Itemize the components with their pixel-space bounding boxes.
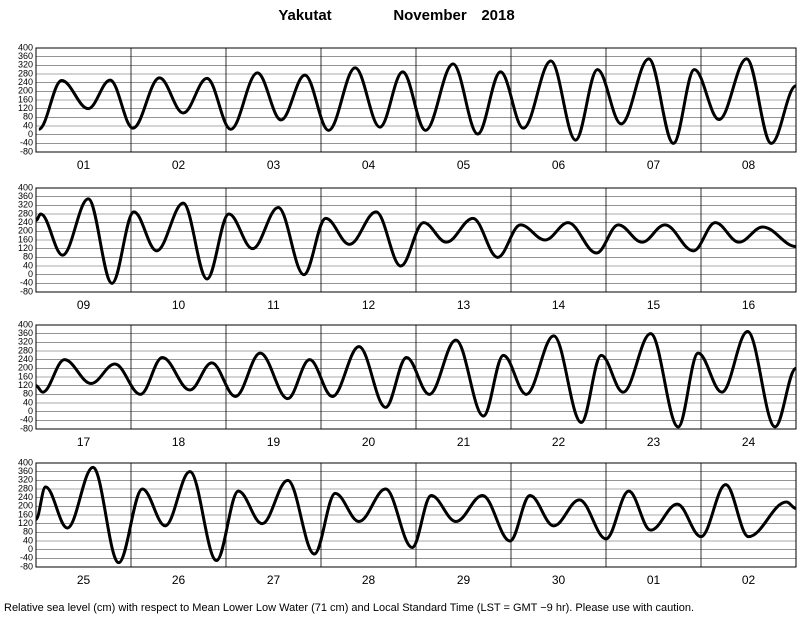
day-label: 23 [647, 435, 661, 449]
day-label: 03 [267, 158, 281, 172]
y-tick-label: 160 [18, 371, 33, 381]
y-tick-label: 40 [23, 535, 33, 545]
footnote: Relative sea level (cm) with respect to … [4, 602, 694, 614]
y-tick-label: 120 [18, 243, 33, 253]
y-tick-label: -80 [20, 561, 33, 571]
day-label: 27 [267, 573, 281, 587]
y-tick-label: 320 [18, 475, 33, 485]
tide-line [38, 57, 797, 145]
day-label: 16 [742, 298, 756, 312]
month-title: November [393, 7, 467, 24]
y-tick-label: 280 [18, 68, 33, 78]
y-tick-label: 80 [23, 389, 33, 399]
day-label: 30 [552, 573, 566, 587]
y-tick-label: 40 [23, 397, 33, 407]
day-label: 19 [267, 435, 281, 449]
day-label: 26 [172, 573, 186, 587]
y-tick-label: -40 [20, 553, 33, 563]
y-tick-label: 0 [28, 406, 33, 416]
y-tick-label: 360 [18, 328, 33, 338]
day-label: 22 [552, 435, 566, 449]
y-tick-label: 280 [18, 345, 33, 355]
y-tick-label: 240 [18, 354, 33, 364]
day-label: 11 [267, 298, 280, 312]
day-label: 01 [647, 573, 661, 587]
day-label: 20 [362, 435, 376, 449]
day-label: 10 [172, 298, 186, 312]
y-tick-label: 400 [18, 319, 33, 329]
day-label: 29 [457, 573, 471, 587]
y-tick-label: 400 [18, 42, 33, 52]
y-tick-label: 320 [18, 337, 33, 347]
day-label: 25 [77, 573, 91, 587]
y-tick-label: 160 [18, 94, 33, 104]
y-tick-label: 160 [18, 234, 33, 244]
y-tick-label: 360 [18, 466, 33, 476]
day-label: 06 [552, 158, 566, 172]
y-tick-label: 40 [23, 120, 33, 130]
day-label: 02 [742, 573, 756, 587]
y-tick-label: 200 [18, 501, 33, 511]
day-label: 05 [457, 158, 471, 172]
y-tick-label: -80 [20, 146, 33, 156]
y-tick-label: -40 [20, 138, 33, 148]
y-tick-label: 400 [18, 182, 33, 192]
panel-frame [35, 187, 797, 293]
y-tick-label: 0 [28, 544, 33, 554]
y-tick-label: 240 [18, 492, 33, 502]
y-tick-label: 320 [18, 200, 33, 210]
y-tick-label: -80 [20, 286, 33, 296]
panel-frame [35, 324, 797, 430]
y-tick-label: 400 [18, 457, 33, 467]
y-tick-label: 200 [18, 86, 33, 96]
tide-line [34, 465, 797, 565]
day-label: 04 [362, 158, 376, 172]
day-label: 08 [742, 158, 756, 172]
y-tick-label: -80 [20, 423, 33, 433]
y-tick-label: -40 [20, 415, 33, 425]
day-label: 18 [172, 435, 186, 449]
y-tick-label: 320 [18, 60, 33, 70]
day-label: 12 [362, 298, 376, 312]
day-label: 17 [77, 435, 91, 449]
y-tick-label: 120 [18, 103, 33, 113]
year-title: 2018 [481, 7, 514, 24]
panel-frame [35, 47, 797, 153]
day-label: 01 [77, 158, 91, 172]
y-tick-label: 0 [28, 269, 33, 279]
y-tick-label: -40 [20, 278, 33, 288]
y-tick-label: 240 [18, 217, 33, 227]
day-label: 24 [742, 435, 756, 449]
day-label: 28 [362, 573, 376, 587]
y-tick-label: 80 [23, 252, 33, 262]
tide-line [35, 329, 798, 429]
y-tick-label: 280 [18, 208, 33, 218]
y-tick-label: 240 [18, 77, 33, 87]
day-label: 14 [552, 298, 566, 312]
panel-frame [35, 462, 797, 568]
y-tick-label: 120 [18, 518, 33, 528]
y-tick-label: 160 [18, 509, 33, 519]
station-title: Yakutat [278, 7, 331, 24]
y-tick-label: 200 [18, 363, 33, 373]
y-tick-label: 280 [18, 483, 33, 493]
day-label: 09 [77, 298, 91, 312]
day-label: 07 [647, 158, 661, 172]
y-tick-label: 360 [18, 191, 33, 201]
day-label: 02 [172, 158, 186, 172]
day-label: 15 [647, 298, 661, 312]
day-label: 21 [457, 435, 471, 449]
tide-line [35, 197, 797, 285]
day-label: 13 [457, 298, 471, 312]
y-tick-label: 0 [28, 129, 33, 139]
y-tick-label: 200 [18, 226, 33, 236]
y-tick-label: 80 [23, 527, 33, 537]
y-tick-label: 40 [23, 260, 33, 270]
y-tick-label: 360 [18, 51, 33, 61]
y-tick-label: 120 [18, 380, 33, 390]
y-tick-label: 80 [23, 112, 33, 122]
